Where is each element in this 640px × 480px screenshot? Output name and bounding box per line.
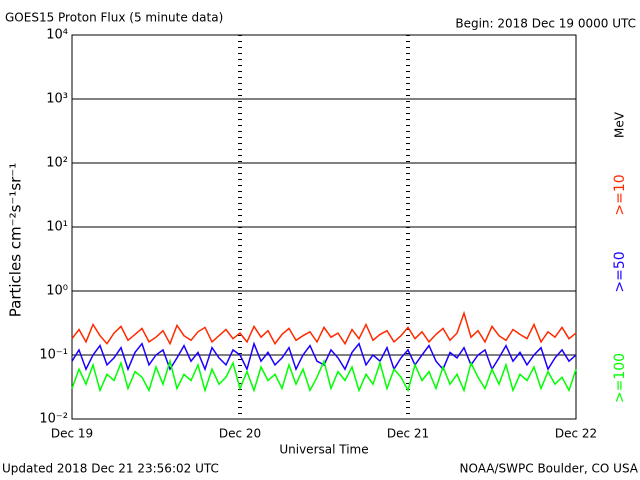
- x-tick-label: Dec 19: [51, 427, 93, 441]
- y-axis-label: Particles cm⁻²s⁻¹sr⁻¹: [7, 163, 25, 317]
- y-tick-label: 10⁰: [46, 284, 68, 299]
- series-line: [71, 358, 577, 393]
- legend-label: >=10: [612, 174, 628, 215]
- x-tick-label: Dec 21: [387, 427, 429, 441]
- series-line: [71, 341, 577, 372]
- legend-label: >=100: [612, 353, 628, 403]
- legend-unit: MeV: [613, 111, 627, 138]
- chart-subtitle: Begin: 2018 Dec 19 0000 UTC: [455, 17, 636, 31]
- footer-left: Updated 2018 Dec 21 23:56:02 UTC: [2, 462, 219, 476]
- y-tick-label: 10⁴: [46, 28, 68, 43]
- y-tick-label: 10⁻¹: [39, 348, 68, 363]
- chart-title: GOES15 Proton Flux (5 minute data): [5, 11, 223, 25]
- legend-label: >=50: [612, 251, 628, 292]
- x-axis-label: Universal Time: [279, 443, 368, 457]
- footer-right: NOAA/SWPC Boulder, CO USA: [460, 462, 639, 476]
- x-tick-label: Dec 22: [555, 427, 597, 441]
- y-tick-label: 10¹: [46, 220, 68, 235]
- y-tick-label: 10⁻²: [39, 412, 68, 427]
- y-tick-label: 10²: [46, 156, 68, 171]
- y-tick-label: 10³: [46, 92, 68, 107]
- x-tick-label: Dec 20: [219, 427, 261, 441]
- series-line: [71, 310, 577, 346]
